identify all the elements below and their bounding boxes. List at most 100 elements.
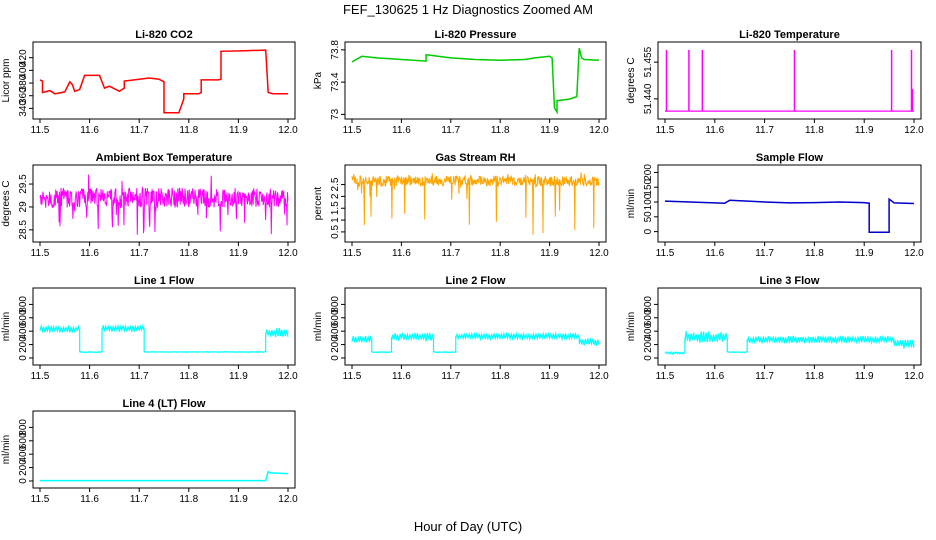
y-tick-label: 600 — [330, 309, 341, 326]
series-segment — [79, 350, 103, 354]
series-segment — [390, 332, 435, 342]
x-tick-label: 11.8 — [805, 248, 824, 259]
y-axis-label: ml/min — [1, 312, 12, 341]
x-tick-label: 11.5 — [343, 248, 362, 259]
panel-line2: Line 2 Flow 11.5 11.6 11.7 11.8 11.9 12.0 0 2004… — [313, 275, 609, 382]
x-tick-label: 11.9 — [855, 248, 874, 259]
x-tick-label: 11.8 — [179, 248, 198, 259]
x-tick-label: 11.8 — [491, 248, 510, 259]
y-tick-label: 600 — [643, 309, 654, 326]
x-tick-label: 11.8 — [491, 371, 510, 382]
x-tick-label: 11.8 — [179, 125, 198, 136]
x-tick-label: 11.9 — [229, 371, 248, 382]
x-tick-label: 11.7 — [441, 248, 460, 259]
x-tick-label: 11.9 — [540, 248, 559, 259]
data-layer — [351, 48, 600, 115]
data-layer — [351, 331, 600, 354]
plot-frame — [657, 41, 922, 120]
x-tick-label: 11.8 — [179, 371, 198, 382]
y-tick-label: 1.5 — [330, 201, 341, 215]
x-tick-label: 12.0 — [589, 248, 609, 259]
x-tick-label: 11.5 — [31, 248, 50, 259]
plot-frame — [32, 287, 296, 366]
series-line — [351, 48, 600, 115]
panel-ambient: Ambient Box Temperature 11.5 11.6 11.7 11.8 1… — [1, 152, 298, 259]
y-tick-label: 800 — [330, 296, 341, 313]
y-tick-label: 200 — [643, 336, 654, 353]
data-layer — [664, 197, 915, 233]
x-tick-label: 11.5 — [343, 371, 362, 382]
x-tick-label: 11.5 — [31, 494, 50, 505]
panel-title: Gas Stream RH — [435, 152, 515, 164]
plot-frame — [32, 41, 296, 120]
series-line — [664, 197, 915, 233]
panel-title: Line 4 (LT) Flow — [123, 398, 206, 410]
x-tick-label: 11.8 — [179, 494, 198, 505]
series-segment — [101, 323, 145, 334]
y-tick-label: 29 — [18, 201, 29, 213]
y-tick-label: 28.5 — [18, 220, 29, 240]
x-tick-label: 12.0 — [589, 125, 609, 136]
plot-frame — [657, 164, 922, 243]
x-tick-label: 11.5 — [343, 125, 362, 136]
x-tick-label: 11.5 — [31, 371, 50, 382]
figure-title: FEF_130625 1 Hz Diagnostics Zoomed AM — [343, 2, 593, 17]
series-line — [39, 174, 289, 235]
y-tick-label: 51.455 — [643, 46, 654, 77]
x-tick-label: 11.5 — [656, 125, 675, 136]
y-tick-label: 0.5 — [330, 225, 341, 239]
series-segment — [371, 350, 392, 354]
x-tick-label: 11.6 — [705, 125, 724, 136]
y-axis-label: degrees C — [626, 57, 637, 103]
x-tick-label: 11.7 — [130, 125, 149, 136]
x-tick-label: 11.7 — [755, 125, 774, 136]
series-segment — [578, 337, 600, 346]
panel-line1: Line 1 Flow 11.5 11.6 11.7 11.8 11.9 12.0 0 2004… — [1, 275, 298, 382]
y-axis-label: percent — [313, 187, 324, 221]
y-tick-label: 2.5 — [330, 177, 341, 191]
panel-line3: Line 3 Flow 11.5 11.6 11.7 11.8 11.9 12.0 0 2004… — [626, 275, 924, 382]
y-tick-label: 73.4 — [330, 72, 341, 92]
series-segment — [684, 331, 728, 343]
panel-title: Ambient Box Temperature — [96, 152, 233, 164]
series-line — [351, 172, 600, 235]
x-tick-label: 11.5 — [656, 248, 675, 259]
plot-frame — [344, 287, 607, 366]
x-tick-label: 12.0 — [904, 248, 924, 259]
plot-frame — [344, 164, 607, 243]
y-tick-label: 50 — [643, 211, 654, 223]
plot-frame — [657, 287, 922, 366]
y-axis-label: ml/min — [626, 312, 637, 341]
panel-line4: Line 4 (LT) Flow 11.5 11.6 11.7 11.8 11.9 12.0… — [1, 398, 298, 505]
y-tick-label: 400 — [643, 322, 654, 339]
y-tick-label: 0 — [18, 355, 29, 361]
plot-frame — [32, 410, 296, 489]
y-tick-label: 380 — [18, 74, 29, 91]
x-tick-label: 11.7 — [130, 494, 149, 505]
y-tick-label: 400 — [330, 322, 341, 339]
x-tick-label: 11.9 — [229, 494, 248, 505]
data-layer — [39, 174, 289, 235]
x-tick-label: 12.0 — [278, 494, 298, 505]
data-layer — [39, 323, 289, 354]
x-tick-label: 12.0 — [904, 371, 924, 382]
y-tick-label: 200 — [18, 459, 29, 476]
panel-title: Li-820 Temperature — [739, 29, 840, 41]
y-tick-label: 0 — [18, 478, 29, 484]
x-tick-label: 11.5 — [31, 125, 50, 136]
series-segment — [664, 350, 686, 355]
y-tick-label: 400 — [18, 62, 29, 79]
x-tick-label: 11.8 — [805, 125, 824, 136]
y-tick-label: 51.440 — [643, 83, 654, 114]
panel-title: Li-820 Pressure — [435, 29, 517, 41]
series-line — [39, 49, 288, 114]
data-layer — [40, 470, 289, 482]
y-tick-label: 150 — [643, 178, 654, 195]
y-axis-label: kPa — [313, 71, 324, 89]
y-tick-label: 800 — [18, 296, 29, 313]
series-line — [40, 470, 289, 482]
x-tick-label: 11.7 — [755, 371, 774, 382]
data-layer — [664, 331, 915, 355]
